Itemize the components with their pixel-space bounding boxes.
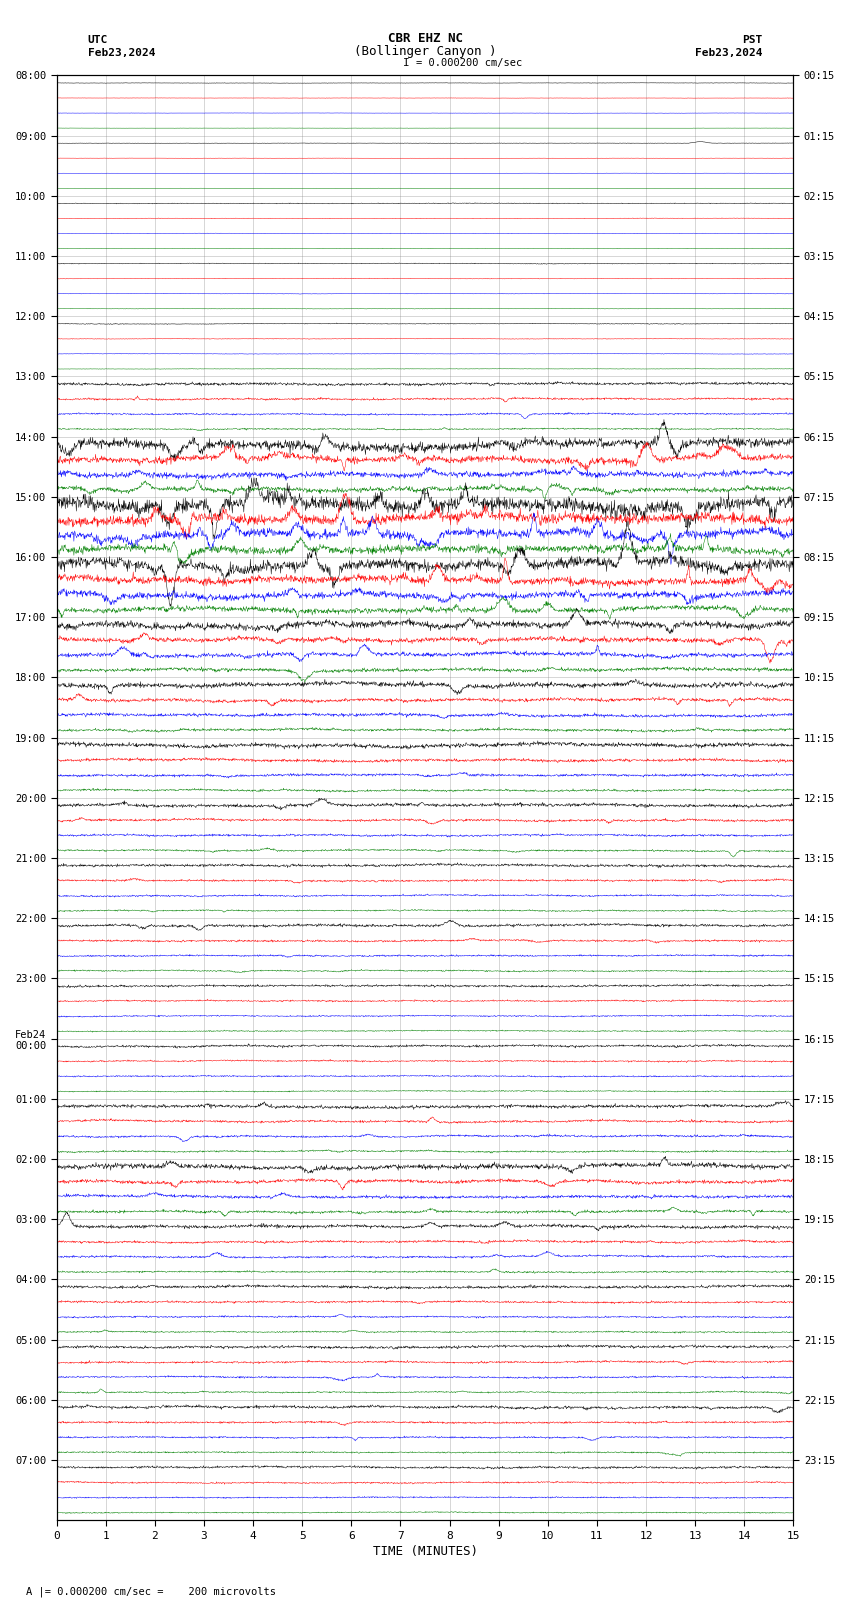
Text: I: I xyxy=(403,58,410,68)
Text: Feb23,2024: Feb23,2024 xyxy=(88,48,155,58)
Text: (Bollinger Canyon ): (Bollinger Canyon ) xyxy=(354,45,496,58)
Text: = 0.000200 cm/sec: = 0.000200 cm/sec xyxy=(416,58,523,68)
Text: A |= 0.000200 cm/sec =    200 microvolts: A |= 0.000200 cm/sec = 200 microvolts xyxy=(26,1586,275,1597)
X-axis label: TIME (MINUTES): TIME (MINUTES) xyxy=(372,1545,478,1558)
Text: PST: PST xyxy=(742,35,762,45)
Text: UTC: UTC xyxy=(88,35,108,45)
Text: CBR EHZ NC: CBR EHZ NC xyxy=(388,32,462,45)
Text: Feb23,2024: Feb23,2024 xyxy=(695,48,762,58)
